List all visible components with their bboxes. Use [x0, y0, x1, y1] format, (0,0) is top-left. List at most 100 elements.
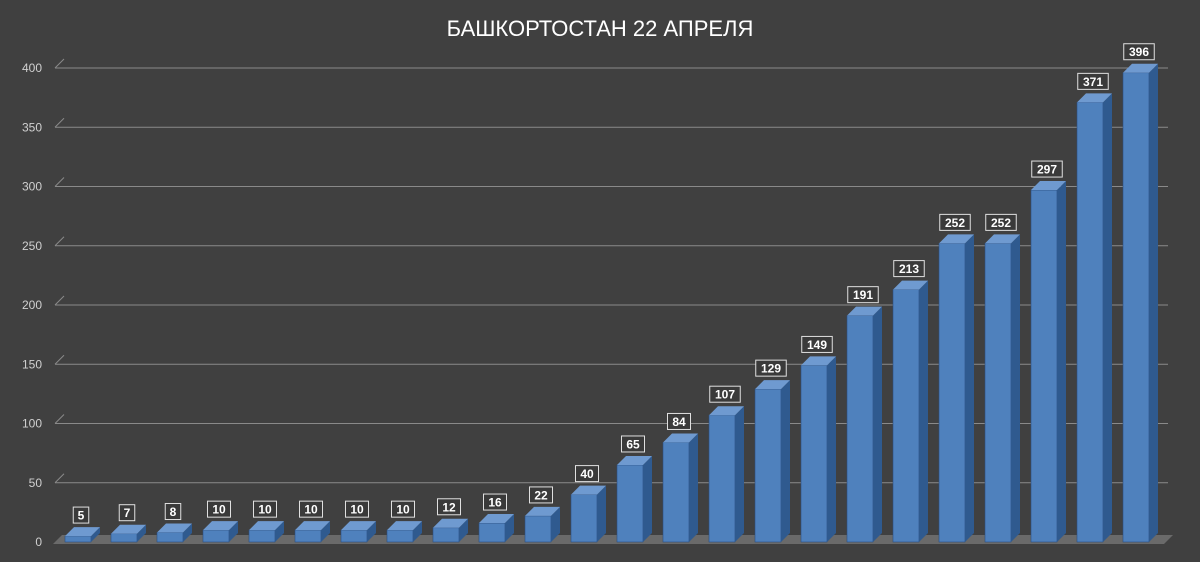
- data-label-13: 65: [621, 435, 645, 453]
- bar-front: [984, 243, 1012, 543]
- bar-side: [459, 518, 468, 542]
- bar-9: [432, 518, 468, 543]
- data-label-box: [1077, 72, 1109, 90]
- bar-front: [570, 494, 598, 543]
- bar-front: [156, 532, 184, 543]
- gridline-depth-400: [54, 58, 65, 69]
- data-label-box: [437, 498, 461, 516]
- data-label-14: 84: [667, 412, 691, 430]
- data-label-box: [985, 213, 1017, 231]
- data-label-text: 10: [396, 503, 410, 517]
- bar-top: [755, 380, 790, 390]
- gridline-depth-300: [54, 177, 65, 187]
- bar-10: [478, 514, 514, 543]
- bar-front: [202, 529, 230, 543]
- data-label-text: 40: [580, 467, 594, 481]
- bar-side: [689, 433, 698, 542]
- bars: [64, 63, 1158, 543]
- bar-top: [479, 514, 514, 524]
- gridline-depth-150: [54, 354, 65, 365]
- data-label-21: 252: [985, 213, 1017, 231]
- bar-13: [616, 455, 652, 543]
- data-label-text: 107: [715, 388, 735, 402]
- bar-side: [137, 524, 146, 542]
- bar-top: [387, 521, 422, 531]
- bar-front: [294, 529, 322, 543]
- bar-front: [1076, 102, 1104, 543]
- data-label-box: [621, 435, 645, 453]
- bar-side: [827, 356, 836, 542]
- bar-top: [525, 506, 560, 516]
- chart-title: БАШКОРТОСТАН 22 АПРЕЛЯ: [447, 16, 754, 41]
- data-label-text: 252: [945, 216, 965, 230]
- y-tick-label: 350: [22, 120, 42, 134]
- bar-side: [229, 521, 238, 542]
- bar-20: [938, 234, 974, 543]
- bar-top: [709, 406, 744, 416]
- data-label-18: 191: [847, 286, 879, 304]
- bar-front: [892, 289, 920, 543]
- bar-top: [249, 521, 284, 531]
- data-label-17: 149: [801, 335, 833, 353]
- data-label-box: [755, 359, 787, 377]
- y-tick-label: 400: [22, 61, 42, 75]
- bar-front: [1122, 72, 1150, 543]
- data-label-12: 40: [575, 465, 599, 483]
- data-label-1: 5: [72, 506, 90, 524]
- bar-side: [275, 521, 284, 542]
- data-label-6: 10: [299, 500, 323, 518]
- data-label-text: 16: [488, 496, 502, 510]
- data-label-text: 10: [212, 503, 226, 517]
- data-label-box: [345, 500, 369, 518]
- data-label-7: 10: [345, 500, 369, 518]
- data-label-text: 5: [78, 509, 85, 523]
- bar-front: [662, 442, 690, 543]
- bar-top: [801, 356, 836, 366]
- bar-front: [1030, 189, 1058, 543]
- y-tick-label: 150: [22, 357, 42, 371]
- bar-side: [873, 306, 882, 542]
- bar-front: [340, 529, 368, 543]
- data-label-text: 396: [1129, 45, 1149, 59]
- bar-top: [617, 455, 652, 465]
- bar-front: [64, 535, 92, 543]
- bar-top: [1123, 63, 1158, 73]
- bar-top: [65, 527, 100, 537]
- y-tick-label: 100: [22, 417, 42, 431]
- gridline-depth-200: [54, 295, 65, 306]
- data-label-text: 84: [672, 415, 686, 429]
- data-label-text: 12: [442, 500, 456, 514]
- bar-side: [781, 380, 790, 542]
- bar-front: [248, 529, 276, 543]
- data-label-24: 396: [1123, 43, 1155, 61]
- bar-side: [1103, 93, 1112, 543]
- data-label-text: 10: [258, 503, 272, 517]
- bar-front: [110, 533, 138, 543]
- bar-front: [432, 527, 460, 543]
- data-label-box: [391, 500, 415, 518]
- bar-2: [110, 524, 146, 543]
- data-label-19: 213: [893, 260, 925, 278]
- bar-21: [984, 234, 1020, 543]
- data-label-text: 252: [991, 216, 1011, 230]
- data-label-23: 371: [1077, 72, 1109, 90]
- bar-front: [800, 365, 828, 543]
- data-label-text: 297: [1037, 163, 1057, 177]
- y-tick-label: 250: [22, 239, 42, 253]
- bar-top: [985, 234, 1020, 244]
- data-label-text: 129: [761, 362, 781, 376]
- data-label-box: [801, 335, 833, 353]
- bar-5: [248, 521, 284, 543]
- data-label-box: [1123, 43, 1155, 61]
- gridline-depth-250: [54, 236, 65, 247]
- data-label-box: [1031, 160, 1063, 178]
- bar-front: [938, 243, 966, 543]
- bar-front: [386, 529, 414, 543]
- bar-1: [64, 527, 100, 543]
- bar-15: [708, 406, 744, 543]
- bar-8: [386, 521, 422, 543]
- bar-7: [340, 521, 376, 543]
- bar-12: [570, 485, 606, 543]
